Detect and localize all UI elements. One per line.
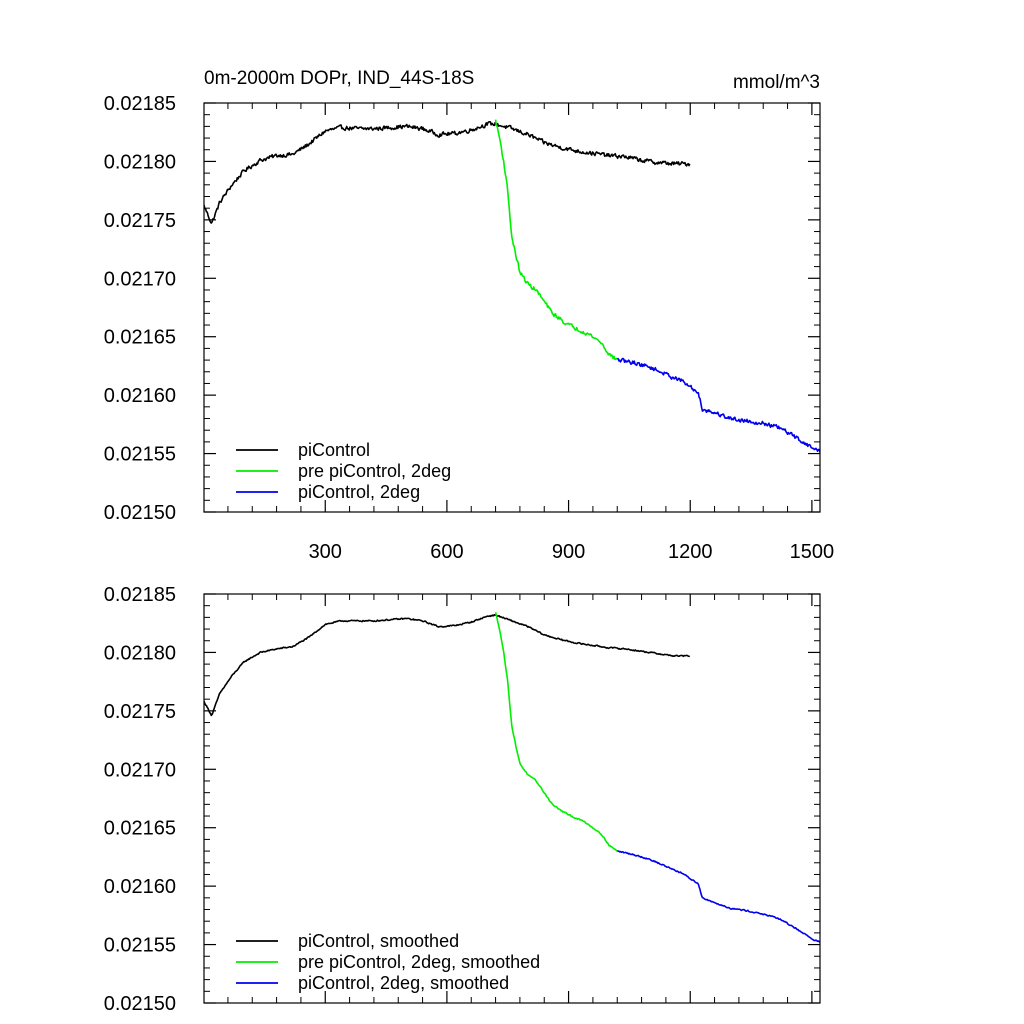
plot-frame [203,102,821,513]
y-tick-label: 0.02175 [104,701,176,723]
top-panel: 300 600 900 1200 1500 0.02150 0.02155 0.02160 0.… [104,68,834,563]
plot-frame [203,593,821,1004]
series-line-2 [494,119,618,361]
y-tick-label: 0.02185 [104,93,176,115]
y-tick-label: 0.02180 [104,642,176,664]
legend-label: piControl, 2deg [298,482,420,502]
x-tick-label: 900 [552,541,585,563]
series-line-2 [494,612,618,852]
bottom-panel: 0.02150 0.02155 0.02160 0.02165 0.02170 0.021… [104,584,821,1015]
y-tick-label: 0.02150 [104,993,176,1015]
series-line-3 [617,849,820,943]
x-tick-label: 1500 [790,541,835,563]
chart-title: 0m-2000m DOPr, IND_44S-18S [204,68,474,89]
legend-label: pre piControl, 2deg, smoothed [298,952,540,972]
x-tick-label: 600 [430,541,463,563]
y-tick-label: 0.02155 [104,444,176,466]
series-line-1 [204,120,691,224]
y-tick-label: 0.02175 [104,210,176,232]
y-tick-label: 0.02155 [104,935,176,957]
y-tick-label: 0.02170 [104,759,176,781]
series-line-3 [616,357,820,453]
y-tick-label: 0.02180 [104,151,176,173]
legend-label: pre piControl, 2deg [298,461,451,481]
y-tick-label: 0.02170 [104,268,176,290]
series-line-1 [204,613,690,717]
units-label: mmol/m^3 [733,72,820,93]
legend-label: piControl, smoothed [298,931,459,951]
legend-label: piControl, 2deg, smoothed [298,973,509,993]
x-tick-label: 1200 [668,541,713,563]
legend-label: piControl [298,440,370,460]
y-tick-label: 0.02150 [104,502,176,524]
y-tick-label: 0.02165 [104,818,176,840]
x-tick-label: 300 [309,541,342,563]
y-tick-label: 0.02160 [104,385,176,407]
y-tick-label: 0.02165 [104,327,176,349]
y-tick-label: 0.02160 [104,876,176,898]
y-tick-label: 0.02185 [104,584,176,606]
